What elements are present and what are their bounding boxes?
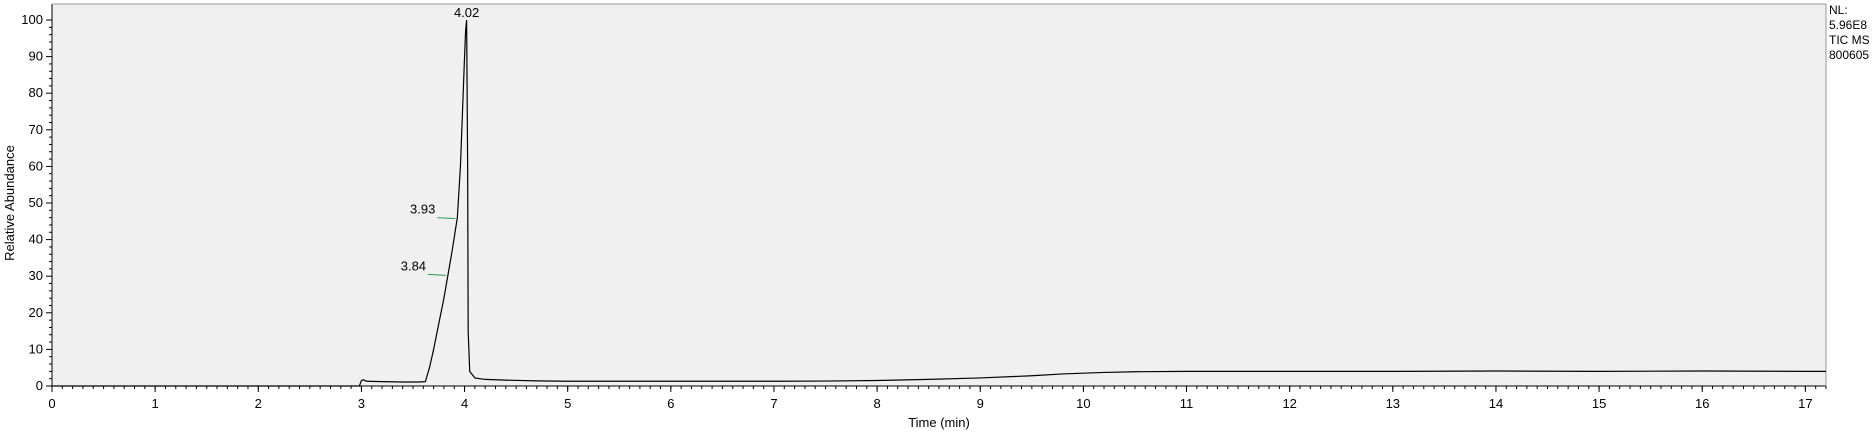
- x-tick-label: 10: [1076, 396, 1090, 411]
- x-axis-ticks: 0 1 2 3 4 5 6 7 8 9 10 11 12 13 14 15 16 17: [48, 386, 1827, 411]
- y-tick-label: 90: [29, 49, 43, 64]
- y-tick-label: 60: [29, 158, 43, 173]
- y-axis-ticks: 0 10 20 30 40 50 60 70 80 90 100: [21, 12, 52, 393]
- peak-labels: 4.02 3.93 3.84: [401, 5, 479, 276]
- x-tick-label: 9: [977, 396, 984, 411]
- x-tick-label: 13: [1386, 396, 1400, 411]
- info-line: 800605: [1829, 48, 1869, 62]
- x-tick-label: 7: [770, 396, 777, 411]
- peak-marker: [428, 273, 447, 276]
- y-tick-label: 20: [29, 305, 43, 320]
- info-line: NL:: [1829, 3, 1848, 17]
- x-tick-label: 11: [1180, 396, 1194, 411]
- x-tick-label: 4: [461, 396, 468, 411]
- y-tick-label: 50: [29, 195, 43, 210]
- x-tick-label: 5: [564, 396, 571, 411]
- peak-label: 4.02: [454, 5, 479, 20]
- x-tick-label: 15: [1592, 396, 1606, 411]
- plot-background: [52, 4, 1826, 386]
- x-tick-label: 2: [255, 396, 262, 411]
- series-line: [52, 19, 1826, 387]
- y-tick-label: 80: [29, 85, 43, 100]
- x-tick-label: 1: [152, 396, 159, 411]
- x-tick-label: 8: [873, 396, 880, 411]
- x-tick-label: 16: [1695, 396, 1709, 411]
- y-tick-label: 30: [29, 268, 43, 283]
- x-tick-label: 12: [1282, 396, 1296, 411]
- y-tick-label: 100: [21, 12, 43, 27]
- y-tick-label: 70: [29, 122, 43, 137]
- y-tick-label: 10: [29, 341, 43, 356]
- peak-label: 3.84: [401, 258, 426, 273]
- x-tick-label: 17: [1798, 396, 1812, 411]
- x-tick-label: 6: [667, 396, 674, 411]
- x-tick-label: 3: [358, 396, 365, 411]
- peak-label: 3.93: [410, 202, 435, 217]
- peak-marker: [437, 217, 456, 220]
- y-tick-label: 0: [36, 378, 43, 393]
- y-axis-title: Relative Abundance: [2, 145, 17, 261]
- x-axis-title: Time (min): [908, 415, 970, 430]
- x-tick-label: 14: [1489, 396, 1503, 411]
- info-line: 5.96E8: [1829, 18, 1867, 32]
- info-line: TIC MS: [1829, 33, 1870, 47]
- x-tick-label: 0: [48, 396, 55, 411]
- y-tick-label: 40: [29, 232, 43, 247]
- series-group: [52, 19, 1826, 387]
